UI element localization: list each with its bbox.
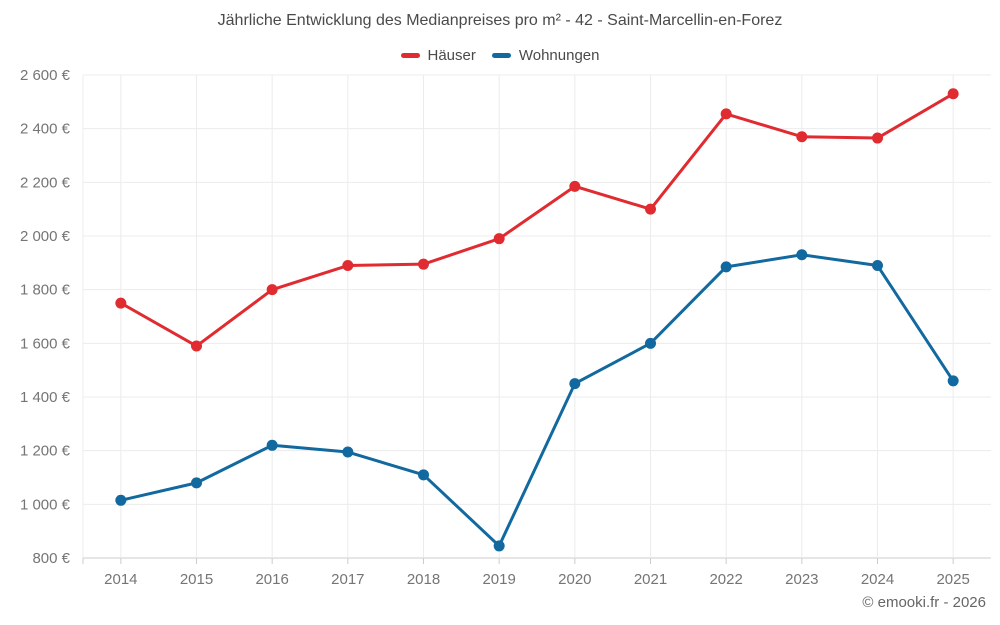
h-user-point-2017 <box>342 260 354 272</box>
copyright-credit: © emooki.fr - 2026 <box>862 594 986 611</box>
x-axis-tick-label: 2017 <box>331 571 364 588</box>
legend-label-haeuser: Häuser <box>427 47 476 64</box>
series-wohnungen <box>115 249 959 552</box>
wohnungen-point-2022 <box>720 261 732 273</box>
h-user-point-2014 <box>115 297 127 309</box>
x-axis-tick-label: 2019 <box>482 571 515 588</box>
legend-item-wohnungen[interactable]: Wohnungen <box>491 47 600 64</box>
wohnungen-point-2014 <box>115 494 127 506</box>
wohnungen-point-2021 <box>645 337 656 349</box>
h-user-point-2015 <box>191 340 202 352</box>
wohnungen-line <box>119 253 955 548</box>
h-user-point-2023 <box>796 131 808 143</box>
h-user-line <box>119 92 955 348</box>
h-user-point-2025 <box>947 88 959 100</box>
y-axis-tick-label: 2 400 € <box>20 121 71 138</box>
x-axis-tick-label: 2014 <box>104 571 137 588</box>
wohnungen-point-2015 <box>191 477 202 489</box>
y-axis-tick-label: 2 000 € <box>20 228 71 245</box>
wohnungen-point-2025 <box>947 375 959 387</box>
x-axis-tick-label: 2015 <box>180 571 213 588</box>
x-axis-tick-label: 2022 <box>709 571 742 588</box>
h-user-point-2021 <box>645 203 656 215</box>
x-axis-tick-label: 2021 <box>634 571 667 588</box>
y-axis-tick-label: 1 200 € <box>20 443 71 460</box>
y-axis-tick-label: 2 200 € <box>20 174 71 191</box>
wohnungen-point-2016 <box>266 439 278 451</box>
wohnungen-point-2017 <box>342 446 354 458</box>
h-user-point-2020 <box>569 180 581 192</box>
wohnungen-swatch-icon <box>491 53 511 58</box>
wohnungen-point-2020 <box>569 378 581 390</box>
x-axis-tick-label: 2025 <box>936 571 969 588</box>
h-user-point-2016 <box>266 284 278 296</box>
h-user-point-2018 <box>418 258 429 270</box>
x-axis-tick-label: 2023 <box>785 571 818 588</box>
y-axis-tick-label: 800 € <box>32 550 70 567</box>
legend-label-wohnungen: Wohnungen <box>518 47 600 64</box>
x-axis-tick-label: 2016 <box>255 571 288 588</box>
y-axis-tick-label: 2 600 € <box>20 67 71 84</box>
x-axis-tick-label: 2018 <box>407 571 440 588</box>
x-axis-tick-label: 2020 <box>558 571 591 588</box>
y-axis-tick-label: 1 000 € <box>20 496 71 513</box>
wohnungen-point-2023 <box>796 249 808 261</box>
h-user-point-2019 <box>493 233 505 245</box>
wohnungen-point-2024 <box>872 260 883 272</box>
wohnungen-point-2018 <box>418 469 429 481</box>
chart-title: Jährliche Entwicklung des Medianpreises … <box>217 12 783 29</box>
series-h-user <box>115 88 959 352</box>
y-axis-tick-label: 1 400 € <box>20 389 71 406</box>
y-axis-tick-label: 1 800 € <box>20 282 71 299</box>
haeuser-swatch-icon <box>400 53 420 58</box>
legend-item-haeuser[interactable]: Häuser <box>400 47 476 64</box>
x-axis-tick-label: 2024 <box>861 571 894 588</box>
legend: Häuser Wohnungen <box>0 47 1000 64</box>
h-user-point-2024 <box>872 132 883 144</box>
h-user-point-2022 <box>720 108 732 120</box>
wohnungen-point-2019 <box>493 540 505 552</box>
y-axis-tick-label: 1 600 € <box>20 335 71 352</box>
